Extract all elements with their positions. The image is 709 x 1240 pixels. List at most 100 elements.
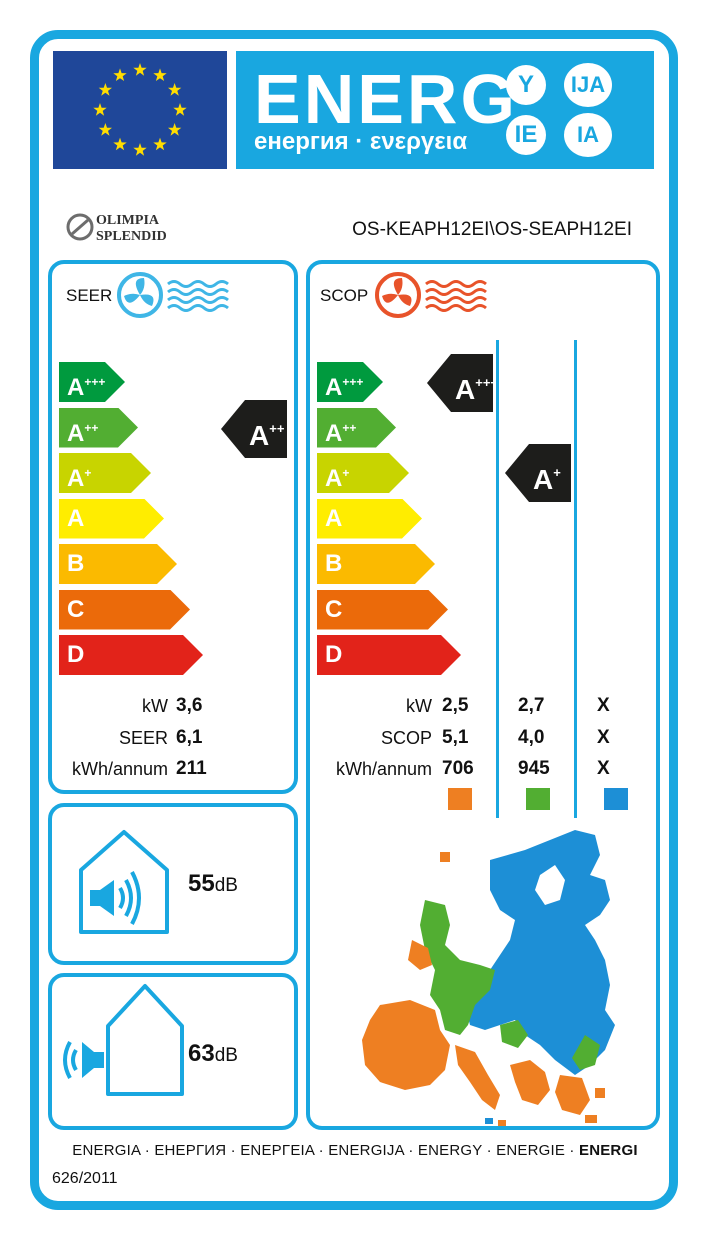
scop-class-arrow: B (317, 544, 435, 584)
seer-row-kwh-value: 211 (176, 758, 207, 779)
seer-rating-plus: ++ (269, 421, 285, 436)
seer-class-letter: A (67, 465, 85, 492)
eu-star-icon (98, 123, 112, 136)
seer-row-seer-label: SEER (118, 728, 168, 748)
indoor-speaker-icon (79, 830, 169, 934)
eu-star-icon (168, 83, 182, 96)
brand-emblem-icon: OLIMPIA SPLENDID (66, 213, 167, 244)
outdoor-speaker-icon (63, 984, 184, 1096)
scop-row-kw-value-warmer: 2,5 (442, 695, 469, 716)
scop-class-letter: A (325, 419, 343, 447)
energy-banner: ENERG енергия · ενεργεια Y IJA IE IA (236, 51, 654, 169)
scop-row-scop-value-warmer: 5,1 (442, 727, 469, 748)
footer-languages-bold: ENERGI (578, 1142, 638, 1159)
zone-swatch-colder (604, 788, 628, 810)
outdoor-noise-unit: dB (214, 1045, 238, 1066)
scop-rating-warmer-plus: +++ (475, 375, 499, 390)
eu-star-icon (153, 137, 167, 151)
suffix-ie: IE (506, 115, 546, 155)
brand-line1: OLIMPIA (96, 213, 160, 228)
scop-class-letter: C (325, 595, 343, 623)
seer-row-kwh-label: kWh/annum (71, 759, 168, 779)
indoor-noise-number: 55 (188, 870, 215, 897)
seer-class-plus: + (84, 466, 92, 480)
scop-class-plus: ++ (342, 420, 357, 435)
scop-class-letter: D (325, 641, 343, 668)
eu-star-icon (133, 63, 147, 76)
eu-star-icon (153, 68, 167, 81)
outdoor-noise-number: 63 (188, 1040, 215, 1067)
zone-swatch-average (526, 788, 550, 810)
scop-row-scop-label: SCOP (380, 728, 432, 748)
seer-class-arrow: A+ (59, 453, 151, 493)
scop-row-kwh-value-warmer: 706 (442, 758, 474, 779)
footer-languages-text: ENERGIA · ЕНЕРГИЯ · ΕΝΕΡΓΕΙΑ · ENERGIJA … (72, 1142, 579, 1159)
scop-rating-warmer-letter: A (455, 374, 476, 405)
brand-line2: SPLENDID (96, 229, 167, 244)
seer-class-letter: A (67, 419, 85, 447)
eu-star-icon (113, 68, 127, 81)
scop-class-plus: + (342, 466, 350, 480)
seer-class-plus: ++ (84, 420, 99, 435)
energ-title: ENERG (254, 60, 518, 138)
fan-heating-icon (375, 272, 487, 318)
seer-class-arrow: A (59, 499, 164, 539)
seer-class-letter: A (67, 504, 85, 532)
energ-subtitle: енергия · ενεργεια (254, 128, 468, 155)
scop-class-letter: A (325, 374, 343, 401)
scop-row-scop-value-average: 4,0 (518, 727, 545, 748)
footer-languages: ENERGIA · ЕНЕРГИЯ · ΕΝΕΡΓΕΙΑ · ENERGIJA … (50, 1142, 660, 1159)
scop-row-kw-label: kW (406, 696, 432, 716)
seer-class-letter: A (67, 374, 85, 401)
brand-logo: OLIMPIA SPLENDID (66, 210, 206, 244)
seer-class-arrow: B (59, 544, 177, 584)
seer-row-kw-label: kW (142, 696, 168, 716)
model-number: OS-KEAPH12EI\OS-SEAPH12EI (352, 219, 632, 240)
scop-rating-average-plus: + (553, 465, 561, 480)
eu-star-icon (93, 103, 107, 116)
indoor-noise-value: 55dB (188, 869, 238, 901)
eu-flag-stars-icon (93, 63, 187, 156)
scop-column-divider-1 (496, 340, 499, 818)
seer-label: SEER (66, 286, 113, 305)
fan-cooling-icon (117, 272, 229, 318)
seer-class-letter: D (67, 641, 85, 668)
scop-row-kwh-value-colder: X (597, 758, 610, 779)
scop-row-kw-value-colder: X (597, 695, 610, 716)
scop-class-letter: A (325, 465, 343, 492)
regulation-number: 626/2011 (52, 1170, 118, 1187)
seer-class-letter: B (67, 550, 85, 577)
eu-star-icon (133, 143, 147, 156)
eu-star-icon (98, 83, 112, 96)
scop-label: SCOP (320, 286, 369, 305)
scop-row-kw-value-average: 2,7 (518, 695, 545, 716)
seer-panel (48, 260, 298, 794)
scop-row-kwh-label: kWh/annum (335, 759, 432, 779)
seer-class-plus: +++ (84, 375, 106, 389)
scop-class-arrow: A (317, 499, 422, 539)
scop-class-letter: A (325, 504, 343, 532)
suffix-y: Y (506, 65, 546, 105)
suffix-ija: IJA (564, 63, 612, 107)
eu-star-icon (168, 123, 182, 136)
indoor-noise-unit: dB (214, 875, 238, 896)
scop-class-arrow: C (317, 590, 448, 630)
seer-class-letter: C (67, 595, 85, 623)
indoor-noise-panel (48, 803, 298, 965)
outdoor-noise-value: 63dB (188, 1039, 238, 1071)
seer-row-kw-value: 3,6 (176, 695, 203, 716)
europe-climate-map-icon (362, 830, 615, 1126)
seer-rating-letter: A (249, 420, 270, 451)
scop-class-letter: B (325, 550, 343, 577)
eu-flag (53, 51, 227, 169)
scop-class-arrow: D (317, 635, 461, 675)
scop-class-plus: +++ (342, 375, 364, 389)
seer-class-arrow: D (59, 635, 203, 675)
scop-row-kwh-value-average: 945 (518, 758, 550, 779)
seer-row-seer-value: 6,1 (176, 727, 203, 748)
scop-rating-average-letter: A (533, 464, 554, 495)
scop-row-scop-value-colder: X (597, 727, 610, 748)
eu-star-icon (173, 103, 187, 116)
suffix-ia: IA (564, 113, 612, 157)
scop-class-arrow: A+ (317, 453, 409, 493)
